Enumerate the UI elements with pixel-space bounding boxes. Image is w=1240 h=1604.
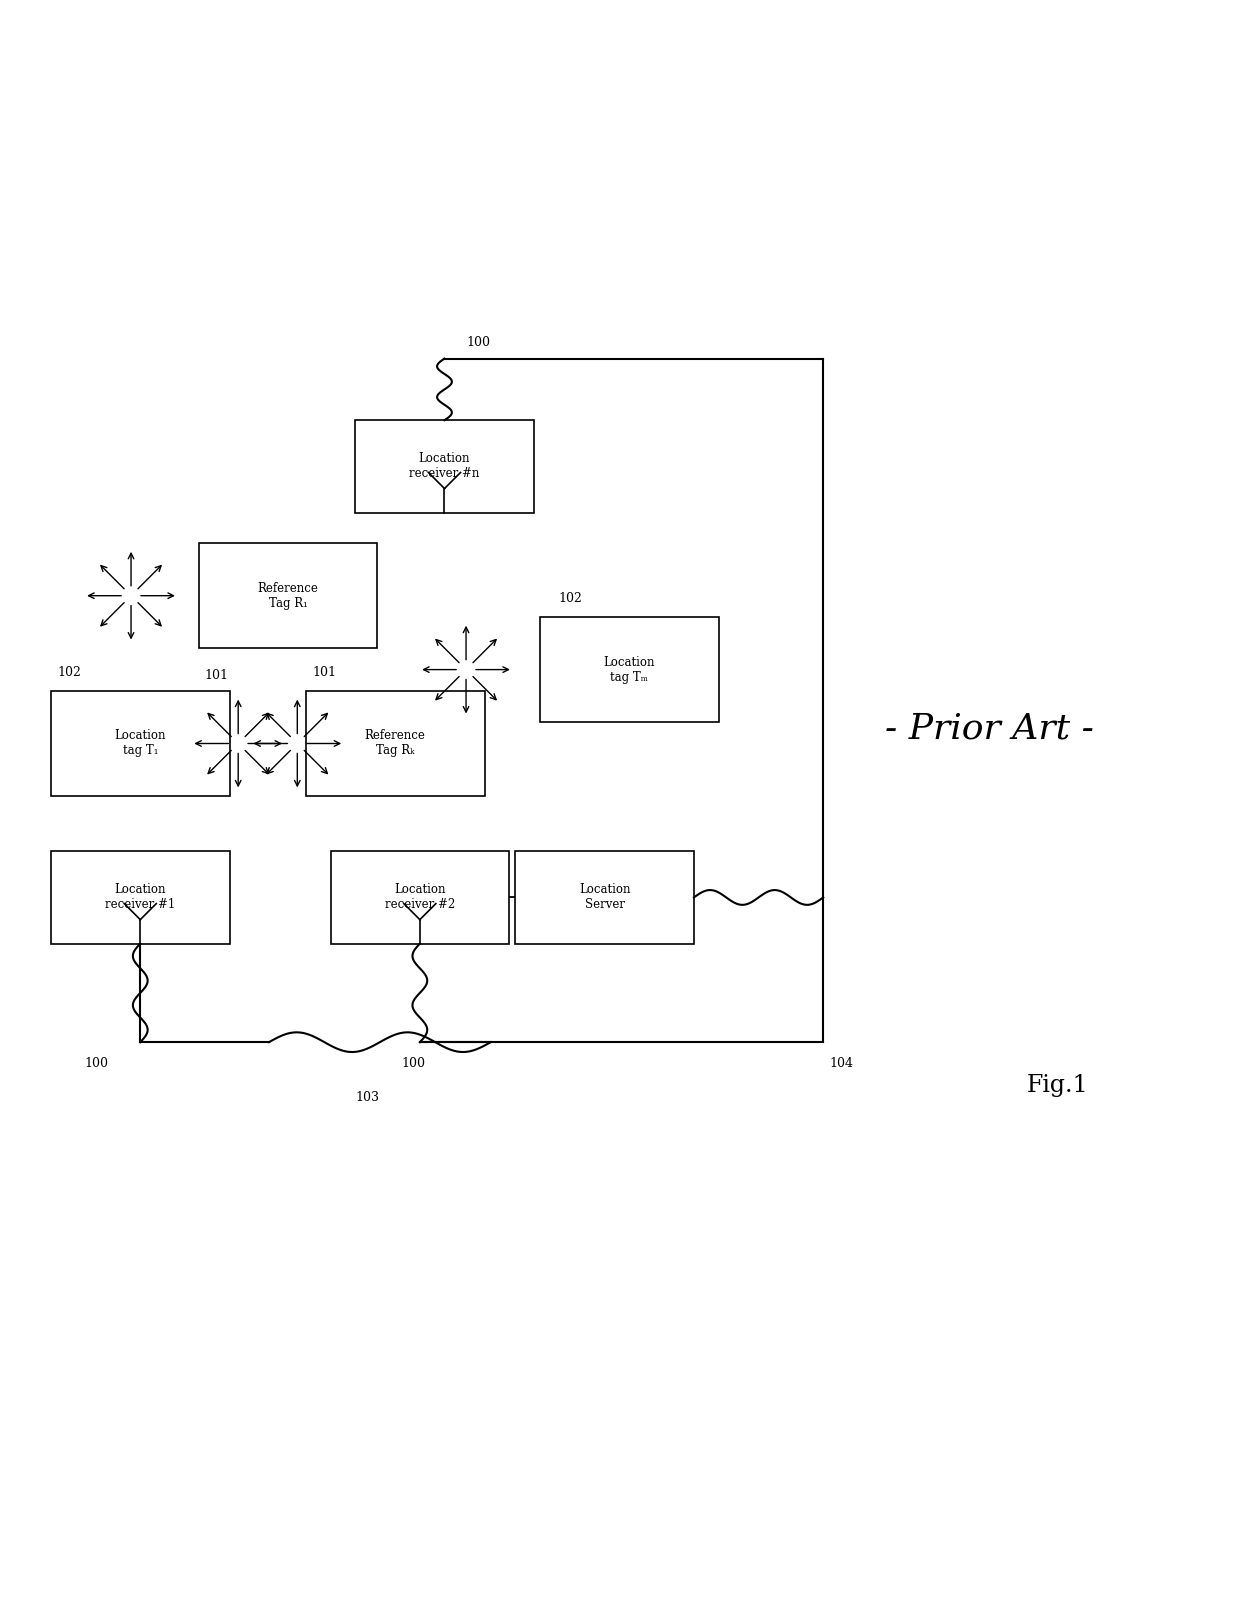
Bar bbox=[306, 691, 485, 796]
Text: Location
tag T₁: Location tag T₁ bbox=[114, 730, 166, 757]
Text: 100: 100 bbox=[402, 1057, 425, 1070]
Bar bbox=[355, 420, 533, 513]
Text: 101: 101 bbox=[312, 666, 336, 680]
Text: Reference
Tag R₁: Reference Tag R₁ bbox=[258, 582, 319, 610]
Text: 102: 102 bbox=[57, 666, 81, 680]
Text: Location
receiver #n: Location receiver #n bbox=[409, 452, 480, 480]
Text: Location
tag Tₘ: Location tag Tₘ bbox=[604, 656, 655, 683]
Text: Fig.1: Fig.1 bbox=[1027, 1073, 1089, 1097]
Text: Reference
Tag Rₖ: Reference Tag Rₖ bbox=[365, 730, 425, 757]
Text: 102: 102 bbox=[558, 592, 583, 605]
Text: 104: 104 bbox=[830, 1057, 853, 1070]
Text: - Prior Art -: - Prior Art - bbox=[885, 711, 1094, 746]
Text: 103: 103 bbox=[355, 1091, 379, 1104]
Bar bbox=[516, 852, 694, 943]
Text: Location
receiver #1: Location receiver #1 bbox=[105, 884, 175, 911]
Text: 100: 100 bbox=[466, 337, 491, 350]
Bar bbox=[51, 691, 229, 796]
Bar bbox=[51, 852, 229, 943]
Text: 100: 100 bbox=[84, 1057, 109, 1070]
Text: Location
receiver #2: Location receiver #2 bbox=[384, 884, 455, 911]
Text: Location
Server: Location Server bbox=[579, 884, 630, 911]
Text: 101: 101 bbox=[205, 669, 229, 682]
Bar bbox=[539, 618, 718, 722]
Bar bbox=[331, 852, 510, 943]
Bar bbox=[198, 544, 377, 648]
